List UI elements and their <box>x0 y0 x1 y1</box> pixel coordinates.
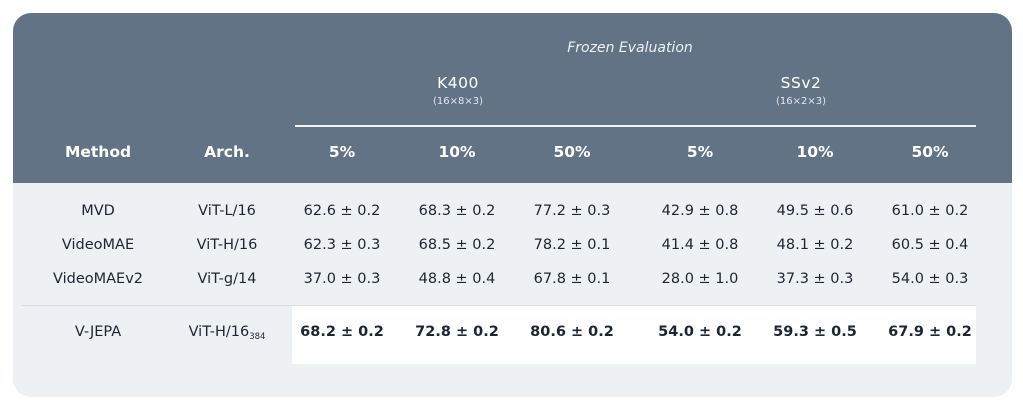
row-vjepa-ssv2-5: 54.0 ± 0.2 <box>658 324 742 340</box>
row-mvd-ssv2-50: 61.0 ± 0.2 <box>891 203 969 219</box>
row-videomaev2-k400-10: 48.8 ± 0.4 <box>418 271 496 287</box>
row-videomaev2-ssv2-50: 54.0 ± 0.3 <box>891 271 969 287</box>
group-ssv2-sub: (16×2×3) <box>775 96 827 107</box>
row-mvd-method: MVD <box>81 203 115 219</box>
column-header-k400-10: 10% <box>438 143 476 161</box>
row-vjepa-k400-10: 72.8 ± 0.2 <box>415 324 499 340</box>
results-table-card: Frozen Evaluation K400 (16×8×3) SSv2 (16… <box>13 13 1012 397</box>
column-header-ssv2-5: 5% <box>686 143 714 161</box>
frozen-evaluation-title: Frozen Evaluation <box>567 40 693 56</box>
column-header-k400-5: 5% <box>328 143 356 161</box>
row-videomae-ssv2-5: 41.4 ± 0.8 <box>661 237 739 253</box>
row-vjepa-k400-5: 68.2 ± 0.2 <box>300 324 384 340</box>
row-vjepa-arch-resolution: 384 <box>249 332 266 342</box>
row-mvd-k400-5: 62.6 ± 0.2 <box>303 203 381 219</box>
row-vjepa-arch-main: ViT-H/16 <box>188 324 250 340</box>
row-videomae-k400-50: 78.2 ± 0.1 <box>533 237 611 253</box>
row-mvd-arch: ViT-L/16 <box>198 203 256 219</box>
row-vjepa-ssv2-50: 67.9 ± 0.2 <box>888 324 972 340</box>
row-vjepa-ssv2-10: 59.3 ± 0.5 <box>773 324 857 340</box>
row-videomaev2-k400-5: 37.0 ± 0.3 <box>303 271 381 287</box>
group-ssv2-label: SSv2 <box>780 74 822 92</box>
group-k400-label: K400 <box>437 74 479 92</box>
row-mvd-ssv2-5: 42.9 ± 0.8 <box>661 203 739 219</box>
row-videomaev2-arch: ViT-g/14 <box>197 271 257 287</box>
row-videomaev2-method: VideoMAEv2 <box>52 271 144 287</box>
vjepa-highlight-band <box>292 306 976 364</box>
row-videomae-method: VideoMAE <box>61 237 135 253</box>
table-header <box>13 13 1012 183</box>
row-videomae-ssv2-50: 60.5 ± 0.4 <box>891 237 969 253</box>
column-header-ssv2-50: 50% <box>911 143 949 161</box>
row-vjepa-method: V-JEPA <box>74 324 122 340</box>
row-videomae-k400-10: 68.5 ± 0.2 <box>418 237 496 253</box>
group-divider <box>295 125 976 127</box>
row-videomae-ssv2-10: 48.1 ± 0.2 <box>776 237 854 253</box>
row-separator <box>21 305 976 306</box>
group-k400-sub: (16×8×3) <box>432 96 484 107</box>
row-mvd-ssv2-10: 49.5 ± 0.6 <box>776 203 854 219</box>
row-videomaev2-k400-50: 67.8 ± 0.1 <box>533 271 611 287</box>
column-header-k400-50: 50% <box>553 143 591 161</box>
row-videomaev2-ssv2-5: 28.0 ± 1.0 <box>661 271 739 287</box>
row-mvd-k400-50: 77.2 ± 0.3 <box>533 203 611 219</box>
row-videomae-k400-5: 62.3 ± 0.3 <box>303 237 381 253</box>
column-header-ssv2-10: 10% <box>796 143 834 161</box>
row-mvd-k400-10: 68.3 ± 0.2 <box>418 203 496 219</box>
row-videomae-arch: ViT-H/16 <box>196 237 258 253</box>
row-vjepa-arch: ViT-H/16384 <box>189 324 266 342</box>
row-vjepa-k400-50: 80.6 ± 0.2 <box>530 324 614 340</box>
column-header-arch: Arch. <box>204 143 250 161</box>
row-videomaev2-ssv2-10: 37.3 ± 0.3 <box>776 271 854 287</box>
column-header-method: Method <box>64 143 132 161</box>
